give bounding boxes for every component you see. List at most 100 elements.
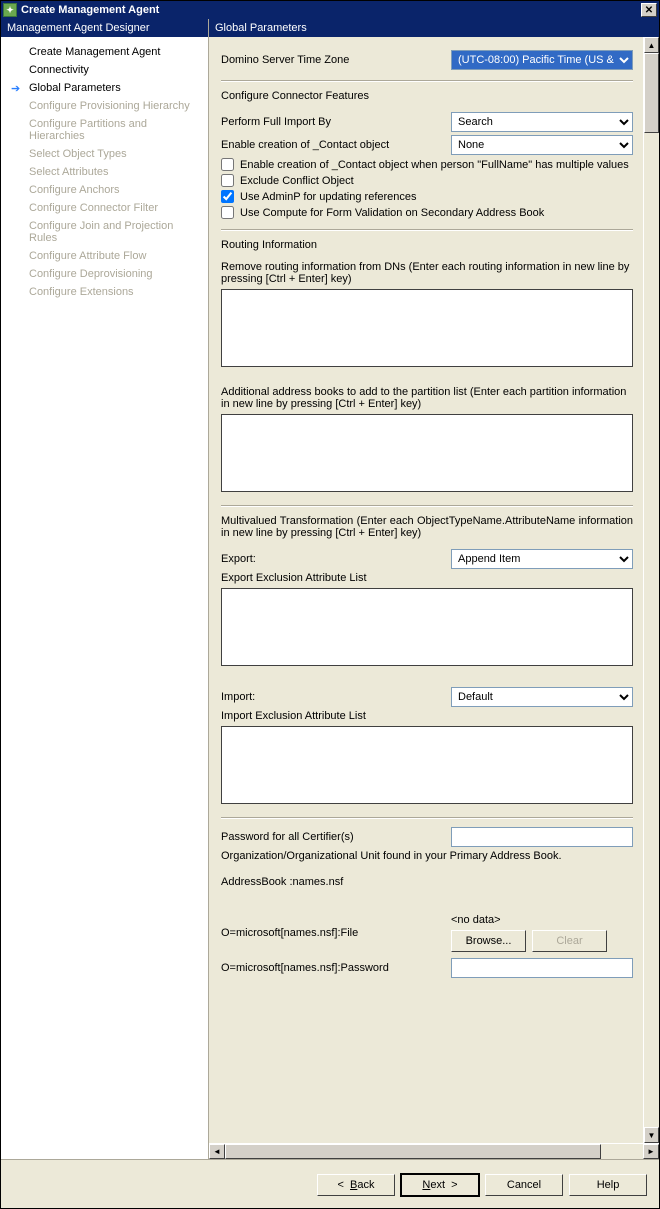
scroll-track[interactable] bbox=[644, 53, 659, 1127]
app-icon: ✦ bbox=[3, 3, 17, 17]
multival-title: Multivalued Transformation (Enter each O… bbox=[221, 515, 633, 539]
scroll-thumb[interactable] bbox=[644, 53, 659, 133]
sidebar-header: Management Agent Designer bbox=[1, 19, 208, 37]
button-label: Next > bbox=[422, 1179, 457, 1191]
routing-addbooks-hint: Additional address books to add to the p… bbox=[221, 386, 633, 410]
scroll-track[interactable] bbox=[225, 1144, 643, 1159]
divider bbox=[221, 817, 633, 819]
scroll-thumb[interactable] bbox=[225, 1144, 601, 1159]
step-partitions: Configure Partitions and Hierarchies bbox=[1, 115, 208, 145]
addressbook-line: AddressBook :names.nsf bbox=[221, 876, 633, 888]
cb-label: Use Compute for Form Validation on Secon… bbox=[240, 207, 544, 219]
step-label: Global Parameters bbox=[29, 82, 121, 94]
step-object-types: Select Object Types bbox=[1, 145, 208, 163]
timezone-label: Domino Server Time Zone bbox=[221, 54, 451, 66]
step-label: Select Object Types bbox=[29, 148, 127, 160]
step-label: Configure Attribute Flow bbox=[29, 250, 146, 262]
full-import-select[interactable]: Search bbox=[451, 112, 633, 132]
enable-contact-select[interactable]: None bbox=[451, 135, 633, 155]
scroll-up-icon[interactable]: ▲ bbox=[644, 37, 659, 53]
cb-enable-contact-fullname[interactable] bbox=[221, 158, 234, 171]
vertical-scrollbar[interactable]: ▲ ▼ bbox=[643, 37, 659, 1143]
divider bbox=[221, 229, 633, 231]
import-label: Import: bbox=[221, 691, 451, 703]
step-label: Configure Connector Filter bbox=[29, 202, 158, 214]
step-label: Configure Provisioning Hierarchy bbox=[29, 100, 190, 112]
routing-remove-textarea[interactable] bbox=[221, 289, 633, 367]
export-excl-textarea[interactable] bbox=[221, 588, 633, 666]
routing-remove-hint: Remove routing information from DNs (Ent… bbox=[221, 261, 633, 285]
button-label: < Back bbox=[337, 1179, 374, 1191]
import-excl-textarea[interactable] bbox=[221, 726, 633, 804]
browse-button[interactable]: Browse... bbox=[451, 930, 526, 952]
org-note: Organization/Organizational Unit found i… bbox=[221, 850, 633, 862]
help-button[interactable]: Help bbox=[569, 1174, 647, 1196]
back-button[interactable]: < Back bbox=[317, 1174, 395, 1196]
step-attr-flow: Configure Attribute Flow bbox=[1, 247, 208, 265]
routing-title: Routing Information bbox=[221, 239, 633, 251]
divider bbox=[221, 505, 633, 507]
step-join-projection: Configure Join and Projection Rules bbox=[1, 217, 208, 247]
import-excl-label: Import Exclusion Attribute List bbox=[221, 710, 633, 722]
step-conn-filter: Configure Connector Filter bbox=[1, 199, 208, 217]
cb-label: Use AdminP for updating references bbox=[240, 191, 417, 203]
window-title: Create Management Agent bbox=[21, 4, 641, 16]
titlebar: ✦ Create Management Agent ✕ bbox=[1, 1, 659, 19]
close-icon[interactable]: ✕ bbox=[641, 3, 657, 17]
step-label: Configure Extensions bbox=[29, 286, 134, 298]
step-deprovisioning: Configure Deprovisioning bbox=[1, 265, 208, 283]
scroll-right-icon[interactable]: ► bbox=[643, 1144, 659, 1159]
step-label: Configure Join and Projection Rules bbox=[29, 220, 173, 244]
step-create-ma[interactable]: Create Management Agent bbox=[1, 43, 208, 61]
timezone-select[interactable]: (UTC-08:00) Pacific Time (US & Can bbox=[451, 50, 633, 70]
step-label: Select Attributes bbox=[29, 166, 109, 178]
cb-label: Exclude Conflict Object bbox=[240, 175, 354, 187]
wizard-steps: Create Management Agent Connectivity Glo… bbox=[1, 37, 208, 301]
step-connectivity[interactable]: Connectivity bbox=[1, 61, 208, 79]
cb-label: Enable creation of _Contact object when … bbox=[240, 159, 629, 171]
button-label: Help bbox=[597, 1179, 620, 1191]
import-select[interactable]: Default bbox=[451, 687, 633, 707]
cb-use-adminp[interactable] bbox=[221, 190, 234, 203]
step-extensions: Configure Extensions bbox=[1, 283, 208, 301]
wizard-content: Global Parameters Domino Server Time Zon… bbox=[209, 19, 659, 1159]
step-label: Create Management Agent bbox=[29, 46, 160, 58]
step-attributes: Select Attributes bbox=[1, 163, 208, 181]
divider bbox=[221, 80, 633, 82]
full-import-label: Perform Full Import By bbox=[221, 116, 451, 128]
step-label: Configure Partitions and Hierarchies bbox=[29, 118, 147, 142]
cert-file-value: <no data> bbox=[451, 914, 633, 926]
button-label: Clear bbox=[556, 935, 582, 947]
clear-button: Clear bbox=[532, 930, 607, 952]
dialog-window: ✦ Create Management Agent ✕ Management A… bbox=[0, 0, 660, 1209]
export-select[interactable]: Append Item bbox=[451, 549, 633, 569]
content-scroll-area: Domino Server Time Zone (UTC-08:00) Paci… bbox=[209, 37, 643, 1143]
wizard-sidebar: Management Agent Designer Create Managem… bbox=[1, 19, 209, 1159]
step-prov-hierarchy: Configure Provisioning Hierarchy bbox=[1, 97, 208, 115]
routing-addbooks-textarea[interactable] bbox=[221, 414, 633, 492]
scroll-left-icon[interactable]: ◄ bbox=[209, 1144, 225, 1159]
scroll-down-icon[interactable]: ▼ bbox=[644, 1127, 659, 1143]
wizard-footer: < Back Next > Cancel Help bbox=[1, 1159, 659, 1208]
button-label: Browse... bbox=[466, 935, 512, 947]
button-label: Cancel bbox=[507, 1179, 541, 1191]
cancel-button[interactable]: Cancel bbox=[485, 1174, 563, 1196]
step-label: Connectivity bbox=[29, 64, 89, 76]
certifier-pwd-input[interactable] bbox=[451, 827, 633, 847]
export-label: Export: bbox=[221, 553, 451, 565]
cert-file-label: O=microsoft[names.nsf]:File bbox=[221, 927, 451, 939]
content-header: Global Parameters bbox=[209, 19, 659, 37]
step-global-params[interactable]: Global Parameters bbox=[1, 79, 208, 97]
next-button[interactable]: Next > bbox=[401, 1174, 479, 1196]
export-excl-label: Export Exclusion Attribute List bbox=[221, 572, 633, 584]
step-label: Configure Anchors bbox=[29, 184, 120, 196]
cert-pwd2-input[interactable] bbox=[451, 958, 633, 978]
horizontal-scrollbar[interactable]: ◄ ► bbox=[209, 1143, 659, 1159]
certifier-pwd-label: Password for all Certifier(s) bbox=[221, 831, 451, 843]
cb-exclude-conflict[interactable] bbox=[221, 174, 234, 187]
step-label: Configure Deprovisioning bbox=[29, 268, 153, 280]
enable-contact-label: Enable creation of _Contact object bbox=[221, 139, 451, 151]
cb-compute-form[interactable] bbox=[221, 206, 234, 219]
cert-pwd2-label: O=microsoft[names.nsf]:Password bbox=[221, 962, 451, 974]
step-anchors: Configure Anchors bbox=[1, 181, 208, 199]
